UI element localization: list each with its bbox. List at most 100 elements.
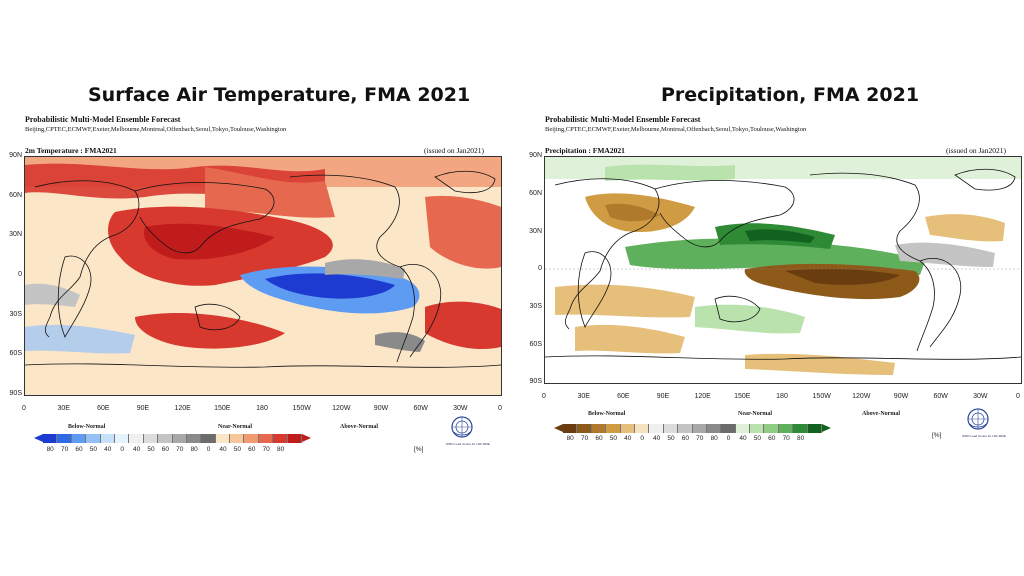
right-below-normal-label: Below-Normal (588, 411, 626, 417)
scale-tick-label: 70 (696, 435, 704, 442)
scale-swatch (577, 424, 592, 433)
right-near-normal-label: Near-Normal (738, 411, 773, 417)
left-lon-label: 150W (292, 405, 311, 412)
scale-arrow-left (34, 434, 43, 442)
left-issued-label: (issued on Jan2021) (424, 146, 484, 155)
left-lon-label: 30E (57, 405, 70, 412)
left-lat-label: 0 (18, 271, 22, 278)
scale-tick-label: 50 (233, 446, 242, 453)
scale-tick-label: 80 (710, 435, 718, 442)
right-lon-label: 120E (694, 393, 711, 400)
wmo-logo-text: WMO Lead Centre for LRF-MME (962, 434, 1006, 438)
scale-tick-label: 40 (652, 435, 661, 442)
scale-tick-label: 60 (681, 435, 690, 442)
right-lon-label: 150E (734, 393, 751, 400)
left-above-normal-label: Above-Normal (340, 424, 378, 430)
scale-swatch (100, 434, 115, 443)
scale-swatch (735, 424, 751, 433)
scale-tick-label: 70 (262, 446, 270, 453)
scale-swatch (86, 434, 101, 443)
right-lon-label: 120W (852, 393, 871, 400)
scale-tick-label: 60 (161, 446, 170, 453)
scale-swatch (57, 434, 72, 443)
left-title: Surface Air Temperature, FMA 2021 (88, 84, 471, 106)
right-lat-label: 90N (529, 152, 542, 159)
scale-swatch (172, 434, 187, 443)
scale-tick-label: 60 (248, 446, 256, 453)
left-lon-label: 90E (136, 405, 150, 412)
scale-swatch (43, 434, 58, 443)
left-lat-label: 60S (9, 350, 22, 357)
left-near-normal-label: Near-Normal (218, 424, 253, 430)
scale-swatch (721, 424, 736, 433)
temperature-map-svg (25, 157, 501, 395)
left-variable-label: 2m Temperature : FMA2021 (25, 146, 117, 155)
right-lon-label: 60E (617, 393, 630, 400)
scale-swatch (129, 434, 144, 443)
scale-arrow-right (302, 434, 312, 442)
scale-tick-label: 70 (60, 446, 69, 453)
scale-swatch (807, 424, 823, 433)
scale-swatch (778, 424, 794, 433)
scale-swatch (591, 424, 607, 433)
scale-swatch (649, 424, 664, 433)
right-lat-label: 60N (529, 190, 542, 197)
right-lon-label: 0 (542, 393, 546, 400)
scale-tick-label: 80 (796, 435, 805, 442)
scale-swatch (663, 424, 679, 433)
right-lat-label: 30S (529, 303, 542, 310)
left-below-normal-label: Below-Normal (68, 424, 106, 430)
scale-tick-label: 70 (580, 435, 589, 442)
scale-tick-label: 0 (640, 435, 644, 442)
precipitation-map (544, 156, 1022, 384)
scale-tick-label: 80 (276, 446, 285, 453)
left-lat-label: 60N (9, 192, 22, 199)
left-unit-label: [%] (414, 446, 424, 453)
wmo-logo-icon (967, 408, 989, 430)
scale-swatch (71, 434, 87, 443)
left-lat-label: 30S (9, 311, 22, 318)
scale-tick-label: 60 (768, 435, 776, 442)
scale-tick-label: 40 (624, 435, 632, 442)
scale-arrow-right (822, 424, 832, 432)
scale-swatch (158, 434, 173, 443)
left-lon-label: 30W (453, 405, 468, 412)
wmo-logo-text: WMO Lead Centre for LRF-MME (446, 442, 490, 446)
precipitation-map-svg (545, 157, 1021, 383)
left-header-line1: Probabilistic Multi-Model Ensemble Forec… (25, 115, 181, 124)
left-lon-label: 0 (498, 405, 502, 412)
left-lon-label: 120E (174, 405, 191, 412)
scale-swatch (215, 434, 231, 443)
scale-swatch (201, 434, 216, 443)
left-lon-label: 60W (413, 405, 428, 412)
scale-tick-label: 50 (147, 446, 155, 453)
right-lon-label: 30E (577, 393, 590, 400)
scale-tick-label: 50 (609, 435, 618, 442)
right-lon-label: 60W (933, 393, 948, 400)
left-lon-label: 90W (373, 405, 389, 412)
right-unit-label: [%] (932, 432, 942, 439)
scale-swatch (750, 424, 765, 433)
scale-arrow-left (554, 424, 563, 432)
left-header-line2: Beijing,CPTEC,ECMWF,Exeter,Melbourne,Mon… (25, 126, 287, 133)
temperature-color-scale (34, 434, 312, 443)
scale-swatch (620, 424, 635, 433)
scale-tick-label: 0 (726, 435, 731, 442)
scale-tick-label: 0 (206, 446, 211, 453)
right-lon-label: 90E (656, 393, 670, 400)
right-lat-label: 30N (529, 228, 542, 235)
right-lat-label: 0 (538, 265, 542, 272)
left-lat-label: 30N (9, 231, 22, 238)
right-issued-label: (issued on Jan2021) (946, 146, 1006, 155)
scale-swatch (764, 424, 779, 433)
scale-tick-label: 70 (176, 446, 184, 453)
right-variable-label: Precipitation : FMA2021 (545, 146, 625, 155)
left-lat-label: 90N (9, 152, 22, 159)
scale-swatch (244, 434, 259, 443)
scale-swatch (606, 424, 621, 433)
right-lon-label: 180 (776, 393, 788, 400)
left-lon-label: 180 (256, 405, 268, 412)
scale-swatch (706, 424, 722, 433)
scale-tick-label: 60 (595, 435, 603, 442)
scale-tick-label: 40 (104, 446, 112, 453)
